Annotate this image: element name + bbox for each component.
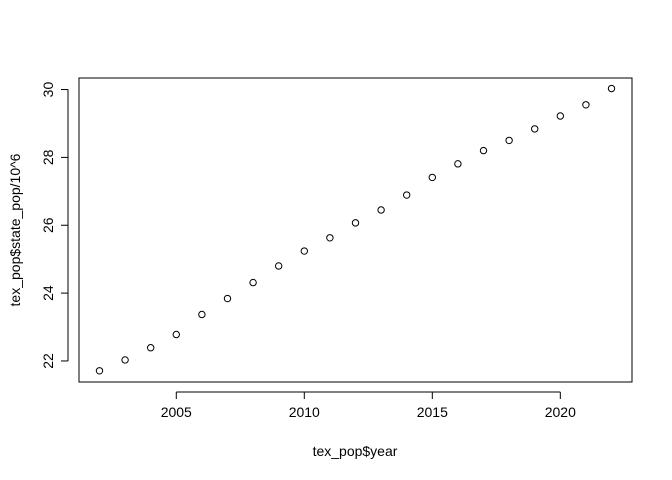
data-point (454, 160, 462, 168)
data-point (172, 330, 180, 339)
x-axis-label: tex_pop$year (313, 443, 398, 459)
data-point (274, 262, 283, 270)
data-point (428, 173, 437, 182)
data-point (146, 344, 155, 352)
x-axis: 2005 2010 2015 2020 (161, 391, 576, 420)
data-point (403, 191, 411, 199)
data-points (95, 84, 616, 375)
data-point (326, 234, 334, 242)
data-point (531, 125, 539, 133)
y-axis-label: tex_pop$state_pop/10^6 (7, 153, 23, 306)
data-point (607, 84, 616, 93)
y-tick-label: 22 (40, 353, 56, 369)
data-point (582, 101, 590, 109)
data-point (223, 294, 232, 303)
data-point (556, 112, 565, 120)
plot-frame (78, 77, 633, 383)
data-point (249, 278, 257, 287)
data-point (198, 310, 206, 319)
x-tick-label: 2010 (289, 404, 320, 420)
data-point (377, 206, 385, 214)
x-tick-label: 2020 (545, 404, 576, 420)
data-point (505, 136, 513, 145)
data-point (351, 219, 360, 227)
data-point (95, 367, 104, 375)
data-point (479, 146, 488, 155)
data-point (300, 247, 308, 255)
x-tick-label: 2015 (417, 404, 448, 420)
y-tick-label: 30 (40, 82, 56, 98)
x-tick-label: 2005 (161, 404, 192, 420)
y-tick-label: 28 (40, 149, 56, 165)
y-tick-label: 26 (40, 217, 56, 233)
y-axis: 22 24 26 28 30 (40, 82, 69, 369)
data-point (121, 356, 129, 364)
y-tick-label: 24 (40, 285, 56, 301)
